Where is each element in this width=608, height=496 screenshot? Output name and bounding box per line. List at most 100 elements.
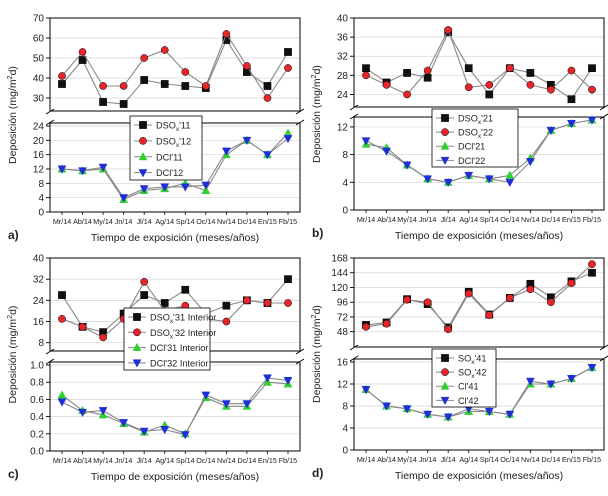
data-point	[382, 402, 391, 411]
series-line-4	[61, 138, 289, 199]
y-tick-label: 40	[33, 74, 45, 85]
break-mark	[349, 113, 359, 120]
data-point	[526, 81, 535, 89]
data-point	[382, 319, 391, 328]
y-axis-label: Deposición (mg/m2d)	[7, 306, 19, 404]
legend-label: DCl'21	[458, 142, 485, 152]
series-line-1	[61, 38, 289, 105]
data-point	[160, 426, 170, 435]
x-tick-label: Jl/14	[441, 215, 456, 224]
data-point	[99, 82, 107, 90]
y-tick-label: 0.8	[30, 378, 44, 389]
x-tick-label: Jn/14	[115, 217, 133, 226]
panel-1: 30 40 50 60 70 0 4 8 12 16 20 24 Mr/14 Ab/14 My/14 Jn/1…	[7, 14, 306, 244]
data-point	[403, 90, 411, 99]
y-tick-label: 24	[33, 296, 45, 307]
x-tick-label: Ag/14	[155, 217, 174, 226]
x-tick-label: Sp/14	[480, 215, 499, 224]
x-tick-label: Dc/14	[238, 456, 257, 465]
y-tick-label: 24	[33, 122, 45, 133]
data-point	[505, 178, 515, 188]
data-point	[180, 183, 190, 192]
y-tick-label: 24	[337, 90, 349, 101]
data-point	[140, 76, 149, 84]
data-point	[160, 80, 169, 88]
data-point	[242, 136, 252, 146]
legend-marker	[441, 128, 449, 136]
series-line-4	[365, 367, 593, 418]
data-point	[362, 71, 370, 80]
data-point	[423, 410, 433, 419]
panel-2: 24 28 32 36 40 0 4 8 12 Mr/14 Ab/14 My/14 Jn/14 Jl/14…	[311, 14, 608, 242]
y-tick-label: 16	[337, 358, 349, 369]
data-point	[588, 85, 596, 94]
x-tick-label: Dc/14	[238, 217, 257, 226]
data-point	[443, 178, 453, 188]
y-tick-label: 4	[38, 193, 44, 204]
x-tick-label: Jl/14	[441, 455, 456, 464]
data-point	[78, 167, 87, 176]
data-point	[99, 98, 107, 106]
legend-label: SOx'41	[458, 354, 487, 367]
data-point	[119, 419, 129, 428]
data-point	[382, 147, 391, 156]
data-point	[284, 64, 292, 72]
legend-label: DCl'22	[458, 156, 485, 166]
break-mark	[295, 119, 305, 126]
data-point	[98, 407, 108, 416]
x-tick-label: Nv/14	[217, 456, 236, 465]
data-point	[181, 82, 190, 90]
data-point	[140, 277, 149, 286]
data-point	[78, 408, 87, 418]
y-tick-label: 168	[331, 254, 348, 265]
data-point	[57, 390, 67, 399]
series-line-1	[365, 272, 593, 329]
y-axis-label: Deposición (mg/m2d)	[7, 66, 19, 164]
x-tick-label: Jn/14	[115, 456, 133, 465]
x-tick-label: Ab/14	[377, 455, 396, 464]
data-point	[99, 333, 107, 342]
y-tick-label: 40	[33, 254, 45, 265]
legend-marker	[441, 114, 449, 122]
x-tick-label: Ab/14	[377, 215, 396, 224]
legend: DSOx'11 DSOx'12 DCl'11 DCl'12	[129, 115, 203, 181]
panel-label: d)	[312, 466, 323, 480]
data-point	[546, 380, 556, 389]
y-tick-label: 12	[337, 122, 349, 133]
data-point	[140, 54, 149, 62]
data-point	[222, 301, 231, 310]
data-point	[139, 185, 149, 194]
data-point	[221, 147, 231, 156]
data-point	[57, 165, 67, 174]
legend-marker	[441, 354, 449, 362]
x-tick-label: Dc/14	[542, 455, 561, 464]
legend-marker	[138, 152, 148, 161]
y-tick-label: 40	[337, 14, 349, 25]
data-point	[263, 374, 272, 383]
y-tick-label: 120	[331, 283, 348, 294]
x-tick-label: En/15	[562, 215, 581, 224]
data-point	[58, 291, 66, 299]
y-tick-label: 20	[33, 136, 45, 147]
data-point	[403, 295, 411, 304]
x-axis-label: Tiempo de exposición (meses/años)	[395, 470, 563, 482]
x-tick-label: Jn/14	[419, 215, 437, 224]
data-point	[587, 364, 597, 373]
data-point	[201, 82, 210, 90]
data-point	[505, 294, 514, 302]
data-point	[119, 194, 129, 203]
data-point	[505, 170, 515, 179]
data-point	[403, 69, 411, 77]
series-line-2	[61, 32, 289, 99]
break-mark	[295, 358, 305, 365]
data-point	[526, 285, 535, 294]
y-tick-label: 0	[342, 446, 348, 457]
y-tick-label: 1.0	[30, 361, 44, 372]
x-tick-label: Jl/14	[137, 456, 152, 465]
x-axis-label: Tiempo de exposición (meses/años)	[91, 471, 259, 483]
data-point	[98, 163, 108, 172]
data-point	[160, 299, 169, 307]
